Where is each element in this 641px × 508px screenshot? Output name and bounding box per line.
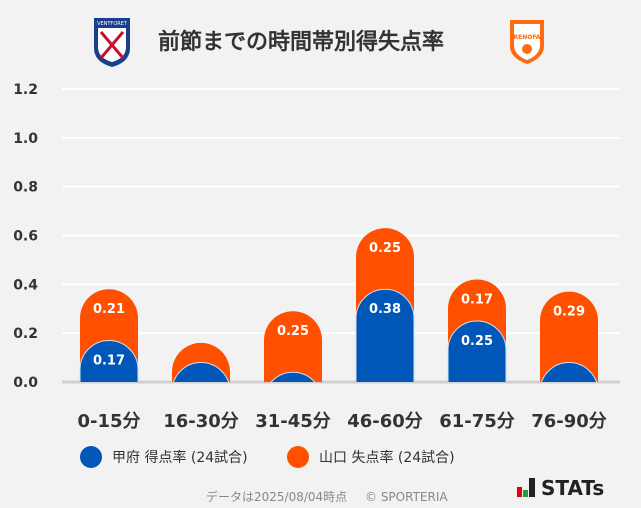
stats-logo: STATs xyxy=(517,478,604,498)
bar-blue xyxy=(355,288,415,382)
legend-item-yamaguchi: 山口 失点率 (24試合) xyxy=(287,446,455,468)
legend-swatch-blue xyxy=(80,446,102,468)
bar-orange xyxy=(264,311,322,382)
stats-bars-icon xyxy=(517,478,535,497)
data-label-blue: 0.17 xyxy=(93,353,125,368)
legend-item-kofu: 甲府 得点率 (24試合) xyxy=(80,446,248,468)
bar-blue xyxy=(79,340,139,382)
y-tick-label: 1.2 xyxy=(13,82,38,98)
y-tick-label: 1.0 xyxy=(13,131,38,147)
data-label-orange: 0.21 xyxy=(93,302,125,317)
bar-blue xyxy=(173,362,229,382)
x-category-label: 46-60分 xyxy=(347,411,423,432)
y-tick-label: 0.4 xyxy=(13,277,38,293)
bar-blue xyxy=(447,320,507,382)
data-date-note: データは2025/08/04時点 xyxy=(206,490,348,504)
x-category-label: 31-45分 xyxy=(255,411,331,432)
x-category-label: 76-90分 xyxy=(531,411,607,432)
y-tick-label: 0.8 xyxy=(13,180,38,196)
x-category-label: 61-75分 xyxy=(439,411,515,432)
data-label-blue: 0.38 xyxy=(369,302,401,317)
legend-swatch-orange xyxy=(287,446,309,468)
svg-text:RENOFA: RENOFA xyxy=(514,34,541,41)
chart-title: 前節までの時間帯別得失点率 xyxy=(158,30,445,55)
y-tick-label: 0.0 xyxy=(13,375,38,391)
legend-label: 甲府 得点率 (24試合) xyxy=(112,450,248,466)
data-label-blue: 0.25 xyxy=(461,334,493,349)
kofu-logo: VENTFORET xyxy=(92,14,132,72)
data-label-orange: 0.25 xyxy=(369,241,401,256)
copyright: © SPORTERIA xyxy=(365,490,448,504)
bar-blue xyxy=(541,362,597,382)
x-category-label: 0-15分 xyxy=(77,411,140,432)
y-tick-label: 0.2 xyxy=(13,326,38,342)
bar-chart: 0.0 0.2 0.4 0.6 0.8 1.0 1.2 0.21 0.17 0-15分 16-30… xyxy=(13,82,620,432)
x-category-label: 16-30分 xyxy=(163,411,239,432)
bar-blue xyxy=(270,371,316,382)
footer: データは2025/08/04時点 © SPORTERIA xyxy=(206,488,448,505)
renofa-logo: RENOFA xyxy=(507,16,547,70)
data-label-orange: 0.25 xyxy=(277,324,309,339)
data-label-orange: 0.17 xyxy=(461,292,493,307)
y-tick-label: 0.6 xyxy=(13,229,38,245)
bar-orange xyxy=(540,291,598,382)
stats-brand: STATs xyxy=(541,476,605,500)
legend-label: 山口 失点率 (24試合) xyxy=(319,450,455,466)
svg-text:VENTFORET: VENTFORET xyxy=(97,21,128,27)
data-label-orange: 0.29 xyxy=(553,305,585,320)
